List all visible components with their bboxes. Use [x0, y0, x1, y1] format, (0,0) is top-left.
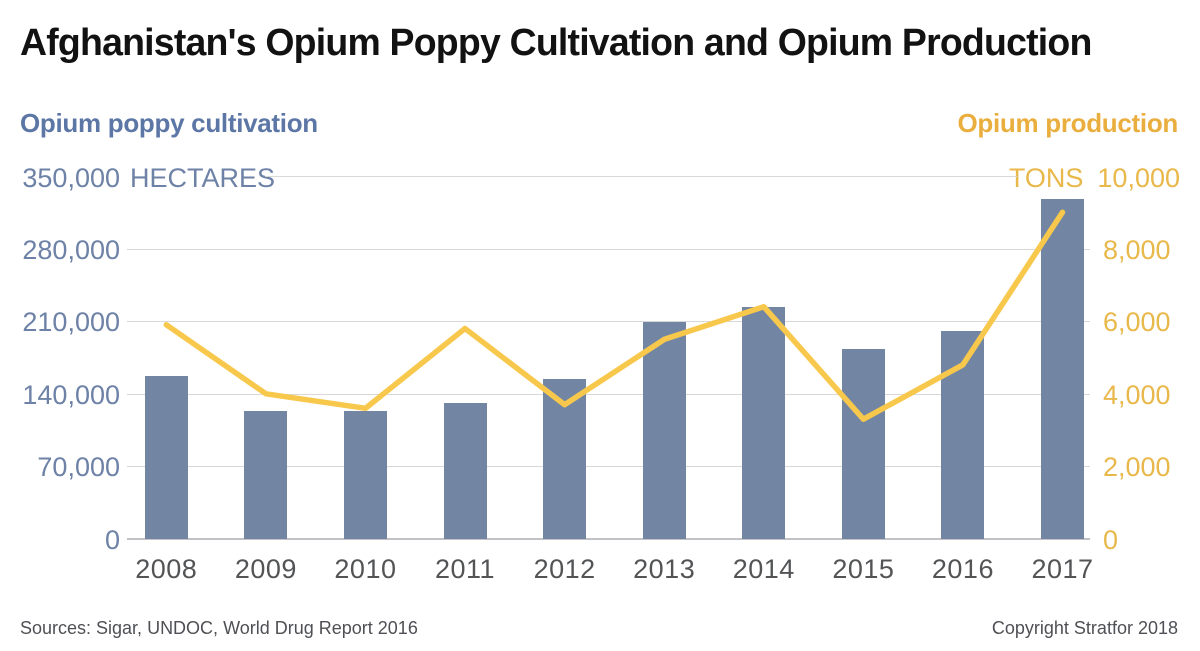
y-tick-right: 6,000 — [1103, 307, 1171, 338]
bar-2016 — [941, 330, 985, 539]
bar-2015 — [841, 349, 885, 539]
bar-2013 — [642, 322, 686, 539]
left-axis-max-value: 350,000 — [22, 163, 120, 193]
y-tick-left: 210,000 — [22, 307, 120, 338]
bar-2011 — [443, 403, 487, 539]
copyright-text: Copyright Stratfor 2018 — [991, 618, 1178, 638]
bar-2010 — [343, 411, 387, 539]
bar-2008 — [144, 376, 188, 539]
y-tick-right: 8,000 — [1103, 234, 1171, 265]
bar-2014 — [742, 306, 786, 539]
x-tick-2014: 2014 — [732, 554, 795, 584]
x-tick-2017: 2017 — [1031, 554, 1094, 584]
production-line — [163, 209, 1066, 422]
left-axis-header: 350,000 HECTARES — [0, 163, 285, 194]
legend-production-label: Opium production — [957, 108, 1178, 138]
y-tick-right: 2,000 — [1103, 452, 1171, 483]
x-tick-2016: 2016 — [931, 554, 994, 584]
y-tick-left: 70,000 — [37, 452, 120, 483]
right-axis-unit: TONS — [1008, 163, 1084, 193]
x-tick-2013: 2013 — [633, 554, 696, 584]
y-tick-right: 4,000 — [1103, 379, 1171, 410]
bar-2009 — [244, 411, 288, 539]
y-tick-left: 280,000 — [22, 234, 120, 265]
gridline — [127, 466, 1090, 468]
bar-2012 — [543, 379, 587, 539]
gridline — [127, 248, 1090, 250]
gridline — [127, 321, 1090, 323]
chart-title: Afghanistan's Opium Poppy Cultivation an… — [20, 22, 1092, 64]
right-axis-max-value: 10,000 — [1097, 163, 1180, 193]
x-tick-2009: 2009 — [234, 554, 297, 584]
bar-2017 — [1041, 198, 1085, 539]
y-tick-right: 0 — [1103, 525, 1119, 555]
y-tick-left: 140,000 — [22, 379, 120, 410]
legend-cultivation-label: Opium poppy cultivation — [20, 108, 318, 138]
x-axis-baseline — [127, 538, 1090, 540]
sources-text: Sources: Sigar, UNDOC, World Drug Report… — [20, 618, 418, 638]
gridline-top — [265, 176, 1017, 177]
x-tick-2012: 2012 — [533, 554, 596, 584]
y-tick-left: 0 — [104, 525, 120, 555]
left-axis-unit: HECTARES — [130, 163, 276, 193]
x-tick-2011: 2011 — [435, 554, 496, 584]
x-tick-2015: 2015 — [832, 554, 895, 584]
right-axis-header: TONS 10,000 — [1009, 163, 1180, 194]
x-tick-2010: 2010 — [334, 554, 397, 584]
x-tick-2008: 2008 — [135, 554, 198, 584]
